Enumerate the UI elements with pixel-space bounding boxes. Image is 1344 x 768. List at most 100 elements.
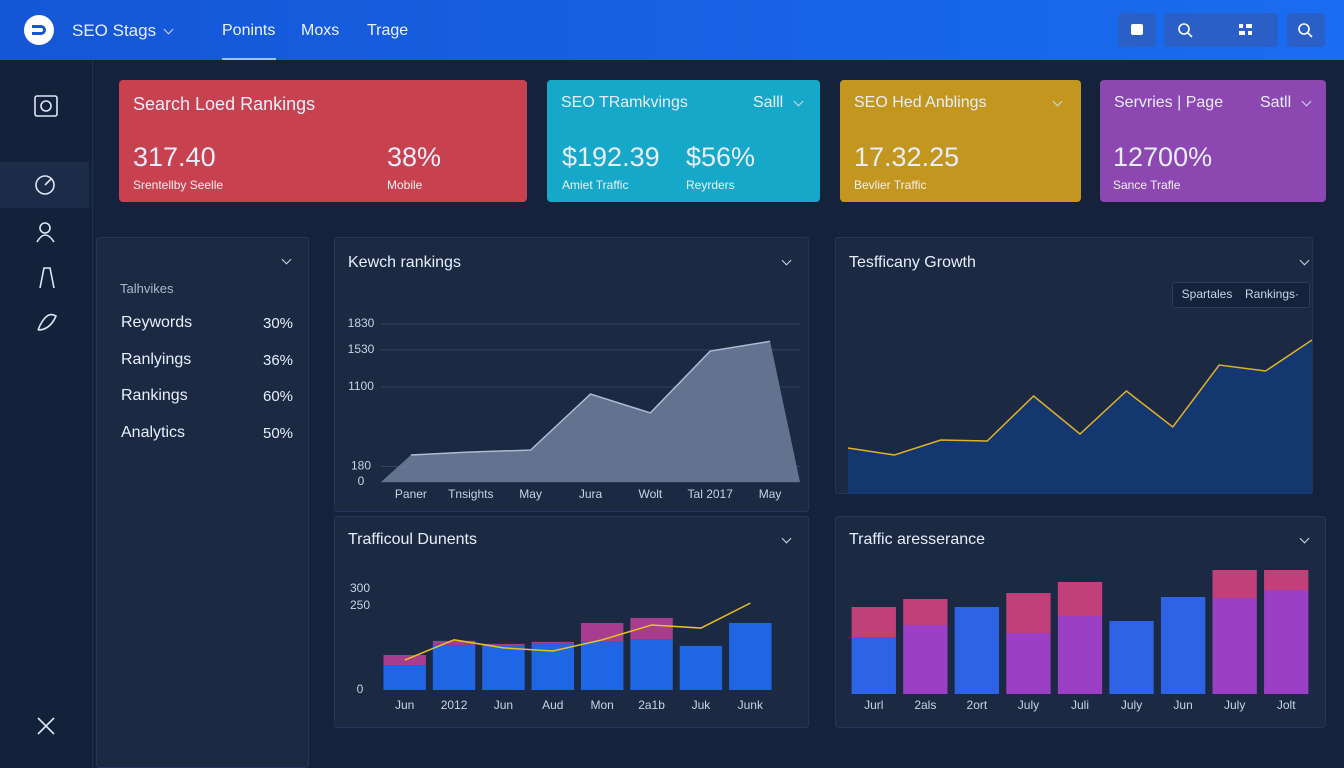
bar-segment bbox=[531, 641, 575, 644]
kpi-card[interactable]: Search Loed Rankings 317.40 Srentellby S… bbox=[119, 80, 527, 202]
bar-segment bbox=[851, 607, 896, 637]
bar-segment bbox=[1160, 597, 1206, 694]
bar-segment bbox=[432, 644, 476, 690]
y-tick-label: 1830 bbox=[348, 316, 375, 330]
x-tick-label: Jurl bbox=[864, 698, 883, 712]
x-tick-label: Juk bbox=[692, 698, 712, 712]
x-tick-label: Paner bbox=[395, 487, 427, 501]
y-tick-label: 1530 bbox=[348, 342, 375, 356]
row-value: 30% bbox=[263, 315, 294, 332]
chart-title: Kewch rankings bbox=[348, 254, 461, 271]
bar-segment bbox=[903, 599, 948, 625]
legend-label: Rankings· bbox=[1245, 287, 1299, 301]
row-label: Ranlyings bbox=[121, 351, 192, 368]
row-label: Rankings bbox=[121, 387, 188, 404]
bar-segment bbox=[630, 617, 673, 640]
side-panel: Talhvikes Reywords 30% Ranlyings 36% Ranki… bbox=[96, 237, 309, 768]
x-tick-label: Jun bbox=[395, 698, 414, 712]
bar-segment bbox=[1006, 593, 1051, 633]
search-button[interactable] bbox=[1287, 13, 1325, 47]
y-tick-label: 180 bbox=[351, 459, 371, 473]
x-tick-label: Mon bbox=[591, 698, 614, 712]
area bbox=[848, 340, 1312, 494]
x-tick-label: May bbox=[759, 487, 782, 501]
bar-segment bbox=[851, 637, 896, 694]
bar-segment bbox=[1212, 598, 1257, 694]
kpi-value: 17.32.25 bbox=[854, 142, 960, 172]
bar-segment bbox=[903, 625, 948, 694]
chart-panel bbox=[334, 516, 809, 728]
bar-segment bbox=[679, 645, 723, 690]
row-value: 60% bbox=[263, 388, 294, 405]
bar-segment bbox=[954, 607, 1000, 694]
kpi-label: Bevlier Traffic bbox=[854, 178, 927, 192]
bar-segment bbox=[1264, 570, 1309, 590]
sidebar-active bbox=[0, 162, 89, 208]
x-tick-label: May bbox=[519, 487, 542, 501]
x-tick-label: Wolt bbox=[638, 487, 662, 501]
bar-segment bbox=[1109, 621, 1154, 694]
row-value: 36% bbox=[263, 352, 294, 369]
bar-segment bbox=[580, 641, 624, 690]
kpi-label: Mobile bbox=[387, 178, 423, 192]
x-tick-label: Jura bbox=[579, 487, 603, 501]
chart-title: Traffic aresserance bbox=[849, 531, 985, 548]
kpi-card[interactable]: SEO Hed Anblings 17.32.25 Bevlier Traffi… bbox=[840, 80, 1081, 202]
chart-title: Tesfficany Growth bbox=[849, 254, 976, 271]
y-tick-label: 0 bbox=[357, 682, 364, 696]
header-icons bbox=[1131, 23, 1313, 38]
line bbox=[410, 340, 771, 456]
brand[interactable]: SEO Stags bbox=[72, 21, 157, 40]
kpi-label: Sance Trafle bbox=[1113, 178, 1181, 192]
kpi-menu[interactable]: Salll bbox=[753, 94, 784, 111]
bar-segment bbox=[432, 640, 476, 645]
kpi-card[interactable]: Servries | Page Satll 12700% Sance Trafl… bbox=[1100, 80, 1326, 202]
x-tick-label: July bbox=[1121, 698, 1142, 712]
kpi-label: Amiet Traffic bbox=[562, 178, 629, 192]
y-tick-label: 0 bbox=[358, 474, 365, 488]
bar-segment bbox=[580, 623, 624, 642]
bar-segment bbox=[1212, 570, 1257, 598]
kpi-value: $192.39 bbox=[562, 142, 660, 172]
row-value: 50% bbox=[263, 425, 294, 442]
x-tick-label: 2ort bbox=[967, 698, 988, 712]
line bbox=[404, 602, 751, 661]
x-tick-label: Tnsights bbox=[448, 487, 493, 501]
bar-segment bbox=[1057, 616, 1103, 694]
kpi-value: 38% bbox=[387, 142, 442, 172]
bar-segment bbox=[1264, 590, 1309, 694]
nav-item[interactable]: Moxs bbox=[301, 22, 340, 39]
kpi-card[interactable]: SEO TRamkvings Salll $192.39 Amiet Traff… bbox=[547, 80, 820, 202]
x-tick-label: 2als bbox=[914, 698, 936, 712]
legend-box bbox=[1172, 282, 1310, 308]
x-tick-label: July bbox=[1018, 698, 1039, 712]
kpi-value: $56% bbox=[686, 142, 756, 172]
kpi-value: 12700% bbox=[1113, 142, 1213, 172]
sidebar-icons[interactable] bbox=[0, 60, 92, 768]
icon-button-group[interactable] bbox=[1164, 13, 1278, 47]
nav-underline bbox=[222, 58, 276, 60]
bar-segment bbox=[482, 643, 525, 646]
y-tick-label: 300 bbox=[350, 581, 370, 595]
x-tick-label: 2012 bbox=[441, 698, 468, 712]
row-label: Reywords bbox=[121, 314, 193, 331]
logo bbox=[24, 15, 54, 45]
x-tick-label: July bbox=[1224, 698, 1245, 712]
x-tick-label: Jun bbox=[494, 698, 513, 712]
kpi-title: SEO TRamkvings bbox=[561, 94, 688, 111]
x-tick-label: Jolt bbox=[1277, 698, 1296, 712]
nav-item[interactable]: Ponints bbox=[222, 22, 276, 39]
kpi-value: 317.40 bbox=[133, 142, 216, 172]
kpi-title: Search Loed Rankings bbox=[133, 94, 316, 114]
nav-item[interactable]: Trage bbox=[367, 22, 409, 39]
kpi-menu[interactable]: Satll bbox=[1260, 94, 1292, 111]
sidebar bbox=[0, 60, 93, 768]
bar-segment bbox=[1057, 582, 1103, 616]
x-tick-label: 2a1b bbox=[638, 698, 665, 712]
header: SEO Stags Ponints Moxs Trage bbox=[0, 0, 1344, 60]
kpi-title: Servries | Page bbox=[1114, 94, 1224, 111]
bar-segment bbox=[482, 645, 525, 690]
x-tick-label: Tal 2017 bbox=[688, 487, 734, 501]
